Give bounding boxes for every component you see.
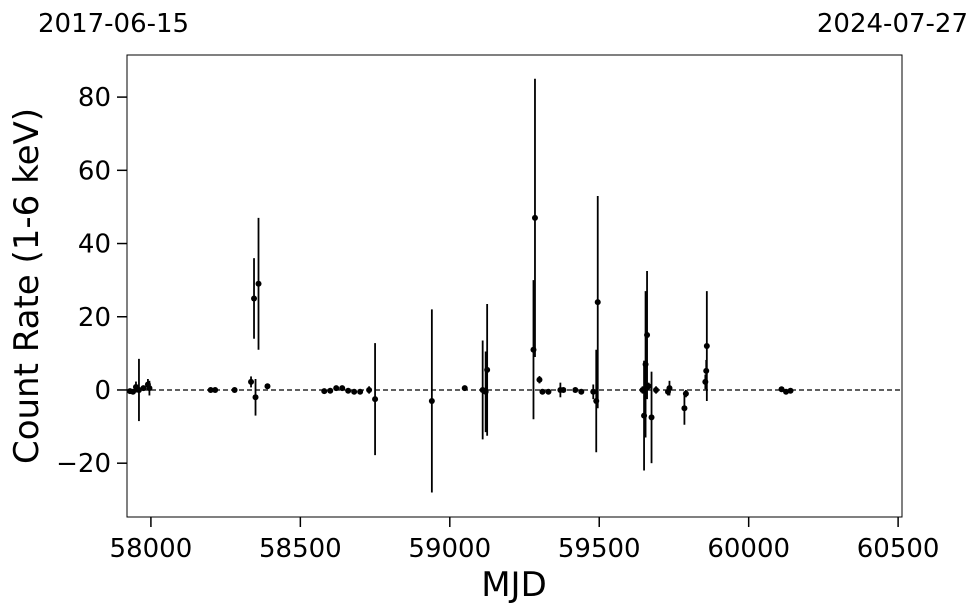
top-left-label: 2017-06-15 <box>38 9 189 39</box>
data-point <box>135 386 142 393</box>
data-point <box>321 388 328 395</box>
data-point <box>682 390 689 397</box>
y-tick-label: 80 <box>78 83 111 113</box>
data-point <box>484 366 491 373</box>
data-point <box>641 412 648 419</box>
data-point <box>231 386 238 393</box>
data-point <box>252 394 259 401</box>
data-point <box>333 385 340 392</box>
data-point <box>545 388 552 395</box>
y-axis-label: Count Rate (1-6 keV) <box>7 108 47 464</box>
data-point <box>428 397 435 404</box>
plot-frame <box>126 54 903 518</box>
data-point <box>681 405 688 412</box>
y-tick-label: 20 <box>78 303 111 333</box>
data-point <box>530 346 537 353</box>
y-tick-label: 40 <box>78 230 111 260</box>
data-point <box>146 385 153 392</box>
x-axis-label: MJD <box>481 565 547 605</box>
data-point <box>482 388 489 395</box>
data-point <box>594 299 601 306</box>
x-tick-label: 59000 <box>408 534 491 564</box>
data-point <box>590 388 597 395</box>
data-point <box>345 387 352 394</box>
data-point <box>366 386 373 393</box>
data-point <box>572 386 579 393</box>
data-point <box>212 386 219 393</box>
data-point <box>702 378 709 385</box>
top-right-label: 2024-07-27 <box>817 9 968 39</box>
data-point <box>653 386 660 393</box>
data-point <box>593 397 600 404</box>
data-point <box>644 332 651 339</box>
y-tick-label: −20 <box>56 449 111 479</box>
data-point <box>264 383 271 390</box>
x-tick-label: 59500 <box>558 534 641 564</box>
data-point <box>703 343 710 350</box>
y-tick-label: 60 <box>78 156 111 186</box>
data-point <box>129 388 136 395</box>
x-tick-label: 58500 <box>259 534 342 564</box>
data-point <box>255 280 262 287</box>
data-point <box>787 387 794 394</box>
data-point <box>778 386 785 393</box>
data-point <box>642 361 649 368</box>
data-point <box>536 376 543 383</box>
data-point <box>357 388 364 395</box>
data-point <box>560 386 567 393</box>
data-point <box>666 385 673 392</box>
data-point <box>461 385 468 392</box>
data-point <box>251 295 258 302</box>
data-point <box>539 388 546 395</box>
x-tick-label: 58000 <box>110 534 193 564</box>
data-point <box>248 378 255 385</box>
data-point <box>703 367 710 374</box>
data-point <box>207 386 214 393</box>
data-point <box>648 414 655 421</box>
x-tick-label: 60000 <box>707 534 790 564</box>
data-point <box>783 388 790 395</box>
data-point <box>531 214 538 221</box>
data-point <box>339 385 346 392</box>
data-point <box>327 387 334 394</box>
data-point <box>578 388 585 395</box>
data-point <box>351 388 358 395</box>
data-point <box>645 383 652 390</box>
data-point <box>140 385 147 392</box>
y-tick-label: 0 <box>94 376 111 406</box>
x-tick-label: 60500 <box>857 534 940 564</box>
data-point <box>639 386 646 393</box>
data-point <box>372 396 379 403</box>
